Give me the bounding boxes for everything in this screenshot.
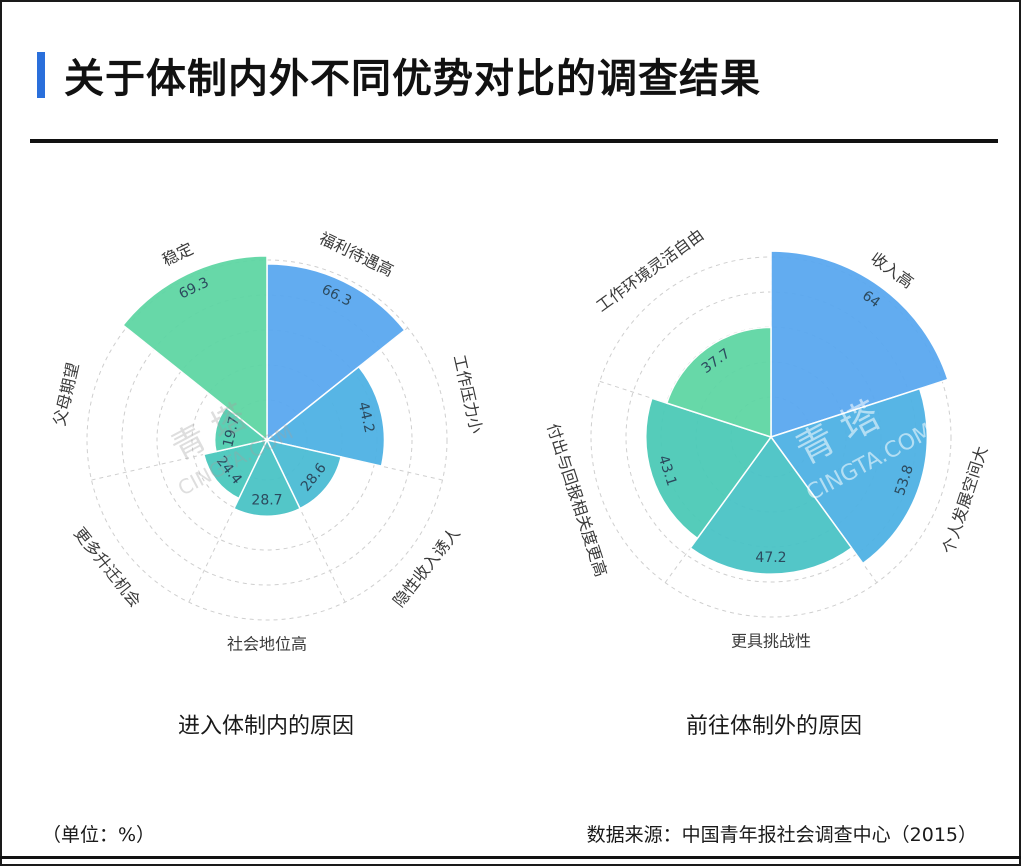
chart1-bar-4 [665, 326, 772, 439]
chart0-bar-0 [266, 263, 406, 442]
chart0-category-label-0: 福利待遇高 [316, 228, 396, 280]
title-divider [30, 139, 998, 143]
chart0-category-label-4: 更多升迁机会 [70, 524, 145, 611]
footer-divider [0, 856, 1021, 859]
chart0-bar-1 [265, 365, 386, 468]
title-accent-bar [37, 52, 45, 98]
chart-left-caption: 进入体制内的原因 [177, 714, 355, 739]
chart0-category-label-2: 隐性收入诱人 [389, 524, 464, 611]
chart0-value-label-5: 19.7 [220, 415, 243, 449]
chart0-bar-3 [232, 438, 302, 518]
chart1-bar-1 [769, 387, 929, 565]
chart0-grid-spoke [266, 439, 346, 603]
chart1-bar-0 [770, 250, 949, 439]
chart0-grid-spoke [188, 439, 268, 603]
chart1-grid-ring [590, 256, 952, 618]
chart1-bar-2 [689, 435, 853, 575]
chart1-category-label-2: 更具挑战性 [731, 632, 811, 651]
source-note: 数据来源：中国青年报社会调查中心（2015） [586, 824, 977, 846]
chart1-value-label-2: 47.2 [755, 550, 786, 566]
unit-note: （单位：%） [42, 824, 156, 846]
chart0-value-label-3: 28.7 [251, 492, 282, 508]
chart0-grid-spoke [91, 439, 268, 481]
chart0-value-label-1: 44.2 [355, 400, 378, 434]
chart0-grid-ring [86, 259, 448, 621]
chart1-category-label-4: 工作环境灵活自由 [593, 225, 708, 316]
chart0-bar-6 [121, 255, 268, 442]
chart1-bar-3 [645, 397, 773, 540]
chart0-category-label-6: 稳定 [159, 239, 196, 270]
chart0-category-label-3: 社会地位高 [227, 635, 307, 654]
chart0-category-label-1: 工作压力小 [450, 353, 486, 435]
chart1-category-label-1: 个人发展空间大 [939, 444, 992, 556]
chart0-category-label-5: 父母期望 [50, 361, 83, 428]
chart-right-caption: 前往体制外的原因 [685, 714, 863, 739]
chart0-bar-4 [202, 438, 269, 500]
chart1-category-label-3: 付出与回报相关度更高 [543, 421, 611, 579]
chart0-bar-2 [265, 438, 342, 510]
page-title: 关于体制内外不同优势对比的调查结果 [64, 56, 761, 102]
